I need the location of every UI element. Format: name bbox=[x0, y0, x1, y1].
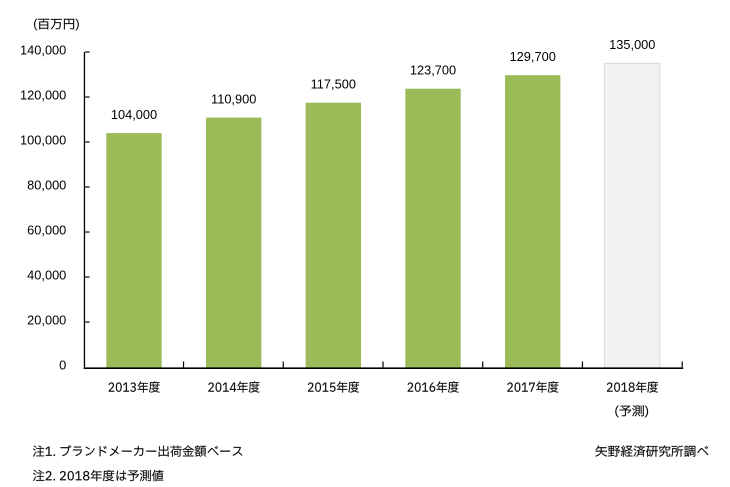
svg-text:117,500: 117,500 bbox=[311, 77, 356, 92]
svg-text:120,000: 120,000 bbox=[20, 87, 66, 102]
svg-text:0: 0 bbox=[59, 357, 66, 372]
svg-text:104,000: 104,000 bbox=[111, 107, 157, 122]
svg-text:110,900: 110,900 bbox=[211, 91, 256, 106]
svg-text:100,000: 100,000 bbox=[20, 132, 66, 147]
svg-text:40,000: 40,000 bbox=[27, 267, 66, 282]
svg-text:123,700: 123,700 bbox=[410, 63, 456, 78]
svg-text:129,700: 129,700 bbox=[510, 49, 556, 64]
svg-text:60,000: 60,000 bbox=[27, 222, 66, 237]
svg-text:140,000: 140,000 bbox=[20, 42, 66, 57]
svg-text:20,000: 20,000 bbox=[27, 312, 66, 327]
svg-text:80,000: 80,000 bbox=[27, 177, 66, 192]
svg-text:135,000: 135,000 bbox=[609, 37, 655, 52]
